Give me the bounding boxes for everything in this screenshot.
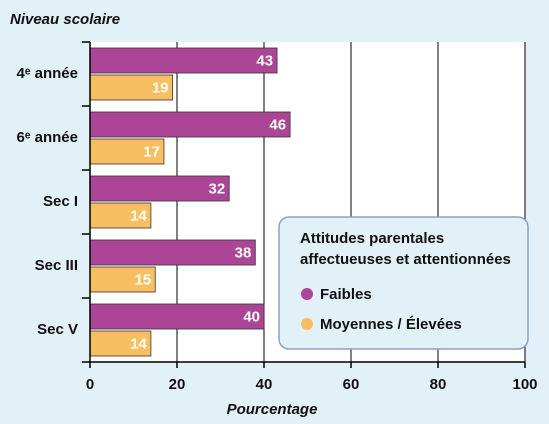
legend-label: Faibles	[320, 286, 372, 303]
y-tick-label: 6ᵉ année	[16, 129, 78, 146]
bar	[89, 202, 152, 229]
x-axis-title: Pourcentage	[227, 401, 318, 418]
bar	[89, 175, 230, 202]
value-label: 17	[143, 143, 160, 160]
bars: 43 19 46 17 32 14 38 15 40 14	[89, 47, 291, 357]
y-tick-label: Sec I	[43, 193, 78, 210]
x-tick-label: 40	[256, 376, 273, 393]
y-tick-label: 4ᵉ année	[16, 65, 78, 82]
bar	[89, 74, 174, 101]
value-label: 19	[152, 79, 169, 96]
legend-title: affectueuses et attentionnées	[300, 251, 511, 268]
bar	[89, 239, 256, 266]
value-label: 14	[130, 335, 147, 352]
value-label: 40	[243, 308, 260, 325]
value-label: 15	[135, 271, 152, 288]
legend-label: Moyennes / Élevées	[320, 316, 462, 333]
x-tick-label: 0	[86, 376, 94, 393]
x-tick-label: 100	[512, 376, 537, 393]
bar	[89, 111, 291, 138]
x-tick-label: 80	[430, 376, 447, 393]
legend-box	[278, 216, 529, 350]
bar	[89, 303, 265, 330]
legend-swatch	[301, 318, 313, 330]
value-label: 46	[269, 116, 286, 133]
value-label: 38	[235, 244, 252, 261]
value-label: 43	[256, 52, 273, 69]
x-tick-label: 60	[343, 376, 360, 393]
bar	[89, 330, 152, 357]
bar	[89, 266, 156, 293]
legend-title: Attitudes parentales	[300, 230, 444, 247]
bar	[89, 47, 278, 74]
legend-swatch	[301, 288, 313, 300]
value-label: 32	[209, 180, 226, 197]
legend: Attitudes parentales affectueuses et atte…	[300, 230, 511, 333]
value-label: 14	[130, 207, 147, 224]
x-tick-label: 20	[169, 376, 186, 393]
y-tick-label: Sec III	[35, 257, 78, 274]
y-axis-title: Niveau scolaire	[10, 11, 120, 28]
y-tick-label: Sec V	[37, 321, 78, 338]
